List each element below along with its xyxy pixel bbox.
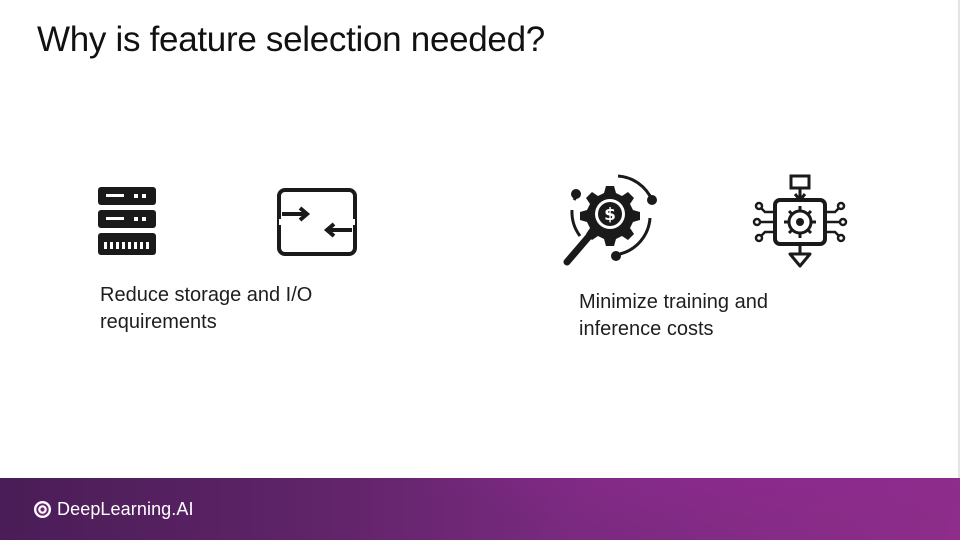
cost-caption-line-1: Minimize training and (579, 291, 768, 313)
server-rack-icon (98, 187, 156, 255)
storage-caption-line-1: Reduce storage and I/O (100, 284, 313, 306)
cost-caption-line-2: inference costs (579, 318, 714, 340)
svg-text:$: $ (604, 205, 616, 225)
storage-caption: Reduce storage and I/O requirements (100, 282, 312, 336)
processor-chip-icon (752, 174, 848, 268)
cost-caption: Minimize training and inference costs (579, 289, 768, 343)
transfer-arrows-icon (277, 188, 357, 256)
slide-edge-divider (958, 0, 960, 478)
slide-title: Why is feature selection needed? (37, 20, 545, 59)
storage-caption-line-2: requirements (100, 311, 217, 333)
brand: DeepLearning.AI (33, 498, 194, 520)
footer-glow (380, 478, 960, 538)
footer-bar: DeepLearning.AI (0, 478, 960, 540)
deeplearning-logo-icon (33, 500, 52, 518)
cost-analysis-gear-icon: $ (563, 174, 657, 266)
brand-name: DeepLearning.AI (57, 498, 194, 519)
